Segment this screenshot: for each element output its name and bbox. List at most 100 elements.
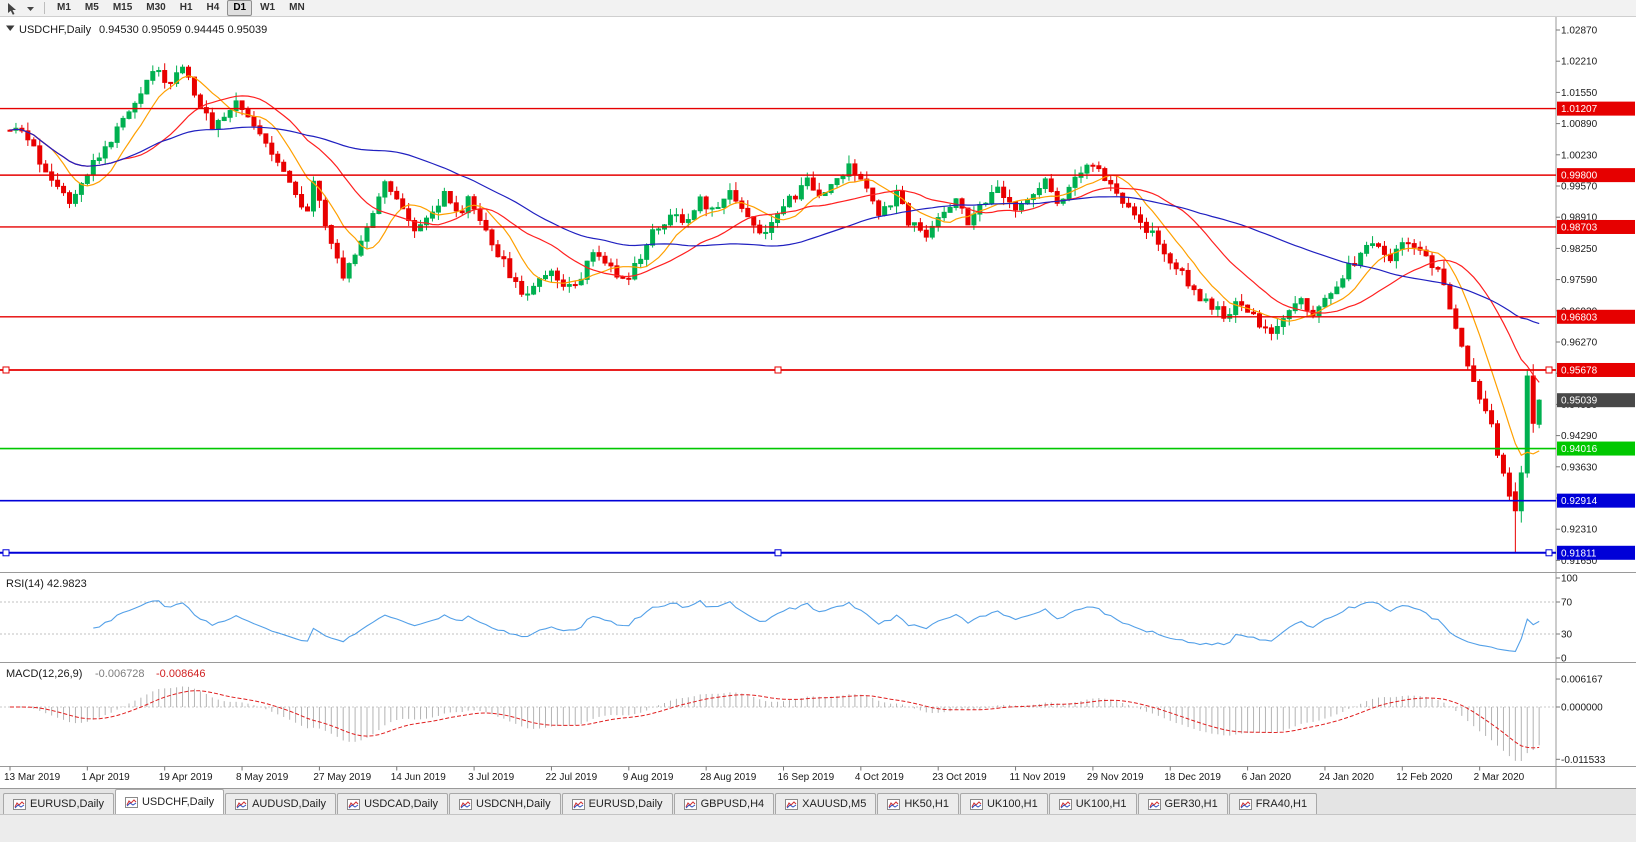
selection-handle[interactable] <box>774 549 782 557</box>
chart-tab-uk100-h1[interactable]: UK100,H1 <box>1048 793 1137 814</box>
date-label: 1 Apr 2019 <box>81 772 130 783</box>
tab-label: USDCHF,Daily <box>141 796 215 808</box>
chart-window[interactable]: 1.02870 1.02210 1.01550 1.00890 1.00230 0.995… <box>0 17 1636 788</box>
tab-chart-icon <box>235 798 249 810</box>
date-label: 23 Oct 2019 <box>932 772 987 783</box>
current-price-tag-label: 0.95039 <box>1561 396 1598 407</box>
level-price-tag-label: 0.99800 <box>1561 171 1598 182</box>
level-price-tag <box>1557 309 1635 324</box>
price-axis-label: 0.97590 <box>1561 275 1598 286</box>
selection-handle[interactable] <box>774 366 782 374</box>
price-axis-label: 0.96270 <box>1561 337 1598 348</box>
chart-tab-fra40-h1[interactable]: FRA40,H1 <box>1228 793 1318 814</box>
chart-tab-uk100-h1[interactable]: UK100,H1 <box>959 793 1048 814</box>
chart-tab-xauusd-m5[interactable]: XAUUSD,M5 <box>775 793 877 814</box>
selection-handle[interactable] <box>2 366 10 374</box>
level-price-tag <box>1557 493 1635 508</box>
level-price-tag <box>1557 219 1635 234</box>
price-axis-label: 1.00890 <box>1561 119 1598 130</box>
chart-tab-eurusd-daily[interactable]: EURUSD,Daily <box>3 793 114 814</box>
timeframe-button-m5[interactable]: M5 <box>84 2 99 13</box>
timeframe-button-h1[interactable]: H1 <box>179 2 193 13</box>
tab-label: XAUUSD,M5 <box>802 798 867 810</box>
chart-tab-audusd-daily[interactable]: AUDUSD,Daily <box>225 793 337 814</box>
selection-handle[interactable] <box>1545 549 1553 557</box>
price-axis-label: 1.02870 <box>1561 25 1598 36</box>
tab-label: EURUSD,Daily <box>30 798 104 810</box>
level-price-tag <box>1557 168 1635 183</box>
level-price-tag-label: 1.01207 <box>1561 104 1598 115</box>
chart-tab-ger30-h1[interactable]: GER30,H1 <box>1137 793 1228 814</box>
tab-chart-icon <box>785 798 799 810</box>
date-label: 16 Sep 2019 <box>778 772 835 783</box>
rsi-label: RSI(14) 42.9823 <box>6 578 87 590</box>
chart-tab-usdchf-daily[interactable]: USDCHF,Daily <box>114 789 225 814</box>
tab-chart-icon <box>1058 798 1072 810</box>
toolbar-separator <box>44 2 45 14</box>
selection-handle[interactable] <box>1545 366 1553 374</box>
date-label: 24 Jan 2020 <box>1319 772 1374 783</box>
tab-chart-icon <box>1238 798 1252 810</box>
chart-tab-usdcnh-daily[interactable]: USDCNH,Daily <box>449 793 561 814</box>
price-axis-label: 0.98910 <box>1561 213 1598 224</box>
timeframe-button-m15[interactable]: M15 <box>112 2 133 13</box>
date-label: 29 Nov 2019 <box>1087 772 1144 783</box>
rsi-axis-label: 0 <box>1561 654 1567 665</box>
price-axis-label: 0.98250 <box>1561 244 1598 255</box>
chart-tab-usdcad-daily[interactable]: USDCAD,Daily <box>337 793 449 814</box>
timeframe-toolbar: M1 M5 M15 M30 H1 H4 D1 W1 MN <box>0 0 1636 17</box>
collapse-chart-icon[interactable] <box>6 25 15 32</box>
status-bar <box>0 814 1636 842</box>
date-label: 9 Aug 2019 <box>623 772 674 783</box>
date-label: 18 Dec 2019 <box>1164 772 1221 783</box>
date-label: 3 Jul 2019 <box>468 772 515 783</box>
timeframe-button-m30[interactable]: M30 <box>146 2 166 13</box>
date-label: 2 Mar 2020 <box>1474 772 1525 783</box>
selection-handle[interactable] <box>2 549 10 557</box>
timeframe-button-w1[interactable]: W1 <box>260 2 276 13</box>
tab-chart-icon <box>571 798 585 810</box>
level-price-tag <box>1557 362 1635 377</box>
timeframe-button-d1[interactable]: D1 <box>227 0 253 16</box>
tab-label: FRA40,H1 <box>1255 798 1308 810</box>
timeframe-button-mn[interactable]: MN <box>289 2 305 13</box>
timeframe-button-h4[interactable]: H4 <box>206 2 220 13</box>
date-label: 28 Aug 2019 <box>700 772 757 783</box>
chart-tab-eurusd-daily[interactable]: EURUSD,Daily <box>561 793 673 814</box>
tab-label: UK100,H1 <box>986 798 1038 810</box>
tab-chart-icon <box>13 798 26 810</box>
date-label: 22 Jul 2019 <box>545 772 597 783</box>
level-price-tag <box>1557 545 1635 560</box>
tab-label: USDCAD,Daily <box>364 798 439 810</box>
tab-chart-icon <box>1147 798 1161 810</box>
rsi-axis-label: 70 <box>1561 598 1573 609</box>
date-label: 12 Feb 2020 <box>1396 772 1453 783</box>
price-axis-label: 1.02210 <box>1561 57 1598 68</box>
chart-title: USDCHF,Daily <box>19 24 92 36</box>
tab-label: HK50,H1 <box>904 798 949 810</box>
timeframe-button-m1[interactable]: M1 <box>57 2 71 13</box>
price-axis-label: 1.01550 <box>1561 88 1598 99</box>
date-label: 27 May 2019 <box>313 772 371 783</box>
chart-tab-gbpusd-h4[interactable]: GBPUSD,H4 <box>673 793 775 814</box>
level-price-tag-label: 0.92914 <box>1561 496 1598 507</box>
macd-signal-value: -0.008646 <box>156 668 206 680</box>
level-price-tag-label: 0.95678 <box>1561 365 1598 376</box>
macd-axis-label: 0.006167 <box>1561 675 1603 686</box>
date-label: 11 Nov 2019 <box>1010 772 1066 783</box>
date-label: 14 Jun 2019 <box>391 772 446 783</box>
rsi-axis-label: 100 <box>1561 574 1578 585</box>
pointer-icon[interactable] <box>4 1 20 16</box>
level-price-tag <box>1557 101 1635 116</box>
date-label: 4 Oct 2019 <box>855 772 904 783</box>
macd-axis-label: 0.000000 <box>1561 703 1603 714</box>
dropdown-caret-icon[interactable] <box>22 1 38 16</box>
ma-mid-line <box>9 95 1540 383</box>
tab-chart-icon <box>347 798 361 810</box>
chart-tab-hk50-h1[interactable]: HK50,H1 <box>877 793 959 814</box>
tab-chart-icon <box>459 798 473 810</box>
date-label: 19 Apr 2019 <box>159 772 213 783</box>
tab-label: AUDUSD,Daily <box>252 798 327 810</box>
timeframe-buttons: M1 M5 M15 M30 H1 H4 D1 W1 MN <box>51 0 311 16</box>
price-axis-label: 0.93630 <box>1561 462 1598 473</box>
